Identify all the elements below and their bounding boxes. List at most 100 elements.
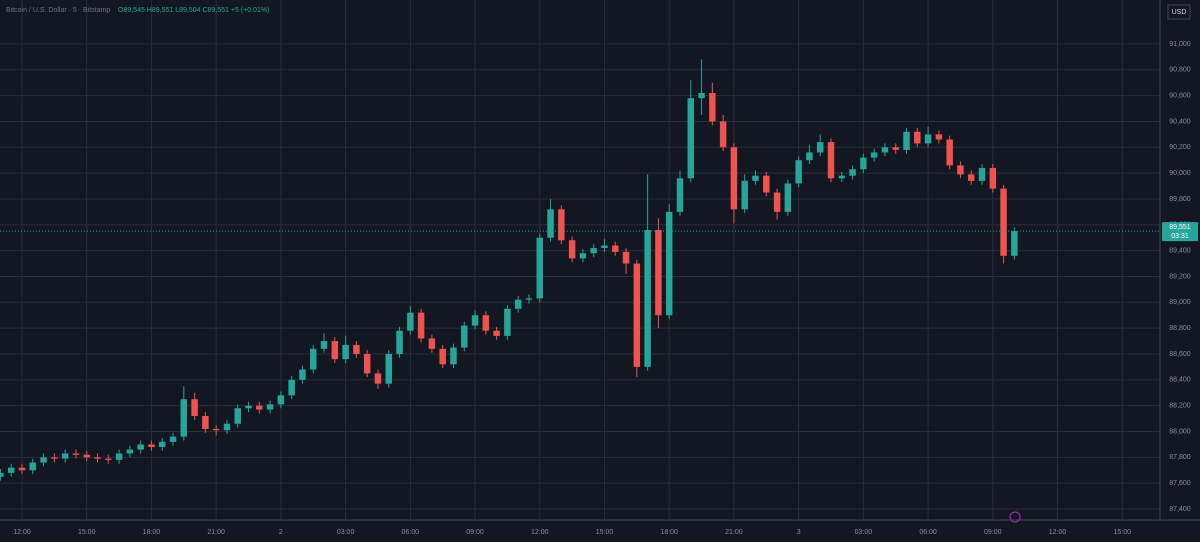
candle-body — [536, 237, 544, 299]
candle-body — [450, 347, 457, 365]
candle-body — [849, 169, 856, 176]
candle-body — [816, 142, 824, 153]
candle-body — [644, 229, 651, 367]
candle-body — [612, 245, 619, 252]
candle-body — [126, 449, 134, 454]
axes: 87,400 87,600 87,800 88,000 88,200 88,400 88,6… — [13, 41, 1198, 536]
y-tick-label: 91,000 — [1169, 41, 1191, 48]
y-tick-label: 90,800 — [1169, 67, 1191, 74]
candle-body — [665, 211, 673, 316]
ohlc-legend: O89,545 H89,551 L89,504 C89,551 +5 (+0.0… — [118, 7, 269, 14]
x-tick-label: 12:00 — [531, 529, 549, 536]
candle-body — [374, 373, 382, 384]
candle-body — [741, 180, 748, 210]
y-tick-label: 89,800 — [1169, 196, 1191, 203]
x-tick-label: 21:00 — [207, 529, 225, 536]
candle-body — [94, 457, 101, 459]
y-tick-label: 88,200 — [1169, 403, 1191, 410]
candle-body — [946, 139, 953, 166]
candle-body — [493, 330, 500, 336]
candle-body — [331, 341, 339, 360]
candle-body — [558, 209, 565, 241]
candle-body — [471, 315, 479, 326]
candle-body — [870, 152, 878, 158]
x-tick-label: 03:00 — [337, 529, 355, 536]
y-tick-label: 89,000 — [1169, 299, 1191, 306]
candle-body — [428, 338, 436, 349]
candle-body — [137, 444, 144, 450]
candle-body — [18, 467, 26, 471]
candle-body — [795, 160, 802, 184]
candle-body — [288, 379, 295, 396]
candle-body — [169, 436, 177, 442]
x-tick-label: 21:00 — [725, 529, 743, 536]
candle-body — [1000, 188, 1007, 256]
candle-body — [730, 147, 738, 210]
y-tick-label: 90,200 — [1169, 144, 1191, 151]
candle-body — [709, 93, 716, 122]
candle-body — [396, 330, 403, 354]
candle-body — [763, 175, 770, 193]
candle-body — [924, 134, 932, 144]
candle-body — [191, 399, 198, 416]
y-tick-label: 88,400 — [1169, 377, 1191, 384]
last-price-box — [1162, 222, 1198, 242]
grid — [0, 0, 1160, 520]
y-tick-label: 90,000 — [1169, 170, 1191, 177]
candle-body — [299, 369, 306, 380]
candle-body — [1011, 231, 1018, 256]
candle-body — [202, 416, 209, 429]
candle-body — [342, 344, 349, 360]
candle-body — [957, 165, 964, 175]
candle-body — [687, 98, 695, 179]
candle-body — [461, 325, 468, 348]
candle-body — [310, 348, 317, 370]
y-tick-label: 90,400 — [1169, 118, 1191, 125]
candle-body — [83, 454, 90, 458]
candle-body — [806, 152, 813, 161]
candle-body — [590, 248, 597, 254]
candle-body — [277, 395, 285, 405]
symbol: Bitcoin / U.S. Dollar · 5 · Bitstamp — [6, 7, 110, 14]
candle-body — [482, 315, 490, 331]
candle-body — [439, 348, 446, 365]
candle-body — [633, 263, 641, 367]
candle-body — [989, 167, 997, 189]
candle-body — [752, 175, 759, 181]
y-tick-label: 87,600 — [1169, 480, 1191, 487]
candle-body — [417, 312, 425, 339]
candle-body — [105, 458, 112, 460]
candles — [0, 59, 1160, 481]
y-tick-label: 88,600 — [1169, 351, 1191, 358]
candle-body — [320, 341, 328, 349]
candle-body — [407, 312, 414, 331]
candle-body — [212, 428, 220, 431]
x-tick-label: 18:00 — [143, 529, 161, 536]
candle-body — [245, 405, 252, 409]
x-tick-label: 18:00 — [660, 529, 678, 536]
candle-body — [601, 245, 608, 249]
candle-body — [655, 229, 662, 316]
candle-body — [0, 472, 4, 477]
x-tick-label: 15:00 — [596, 529, 614, 536]
candle-body — [698, 93, 705, 99]
candle-body — [363, 353, 371, 374]
candle-body — [568, 240, 576, 259]
candle-body — [892, 147, 899, 150]
candle-body — [504, 308, 511, 336]
countdown: 03:31 — [1171, 233, 1189, 240]
x-tick-label: 12:00 — [1049, 529, 1067, 536]
currency: USD — [1172, 9, 1187, 16]
candle-body — [29, 462, 37, 471]
candle-body — [514, 299, 522, 309]
x-tick-label: 06:00 — [402, 529, 420, 536]
candle-body — [7, 467, 15, 473]
candle-body — [622, 251, 630, 264]
x-tick-label: 06:00 — [919, 529, 937, 536]
event-icon[interactable] — [1009, 511, 1021, 523]
candle-body — [234, 408, 241, 424]
y-tick-label: 89,400 — [1169, 247, 1191, 254]
x-tick-label: 09:00 — [984, 529, 1002, 536]
